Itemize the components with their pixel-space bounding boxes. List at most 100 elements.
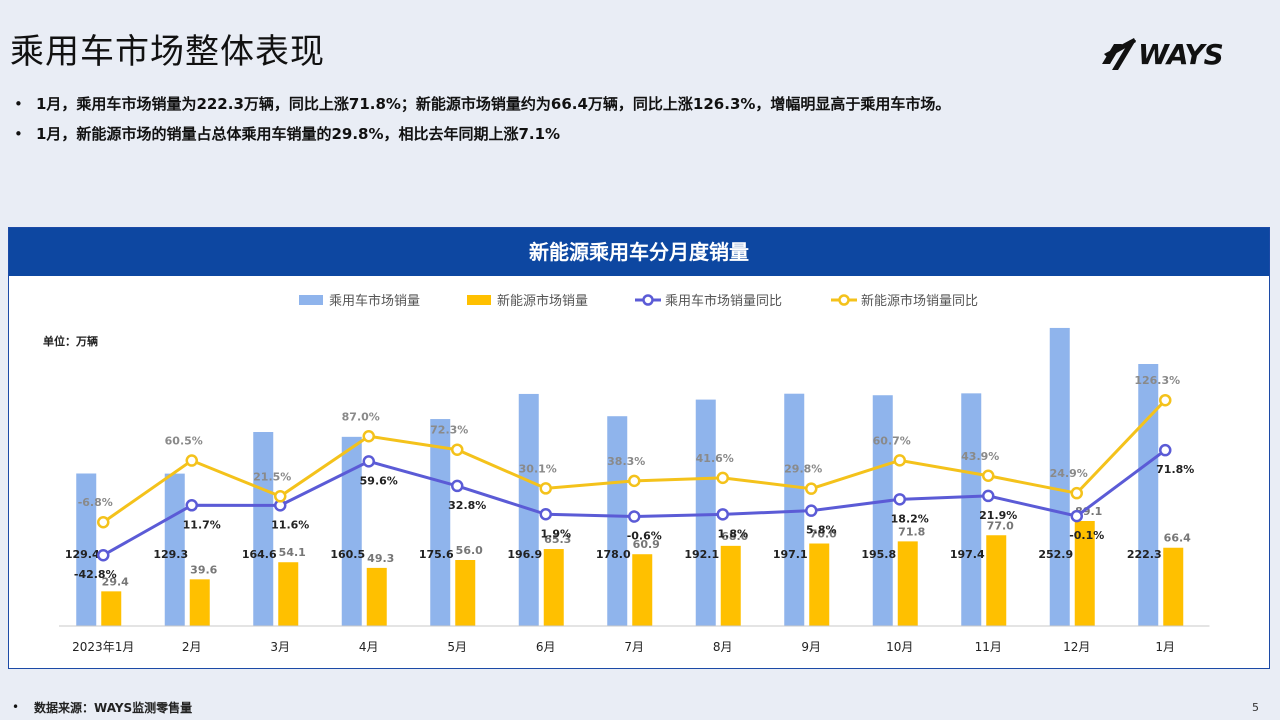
bar-label-passenger-car: 222.3	[1127, 548, 1162, 561]
bar-label-passenger-car: 197.1	[773, 548, 808, 561]
point-nev-yoy	[1070, 486, 1083, 500]
point-passenger-car-yoy	[628, 510, 641, 523]
point-nev-yoy	[539, 482, 552, 495]
label-nev-yoy: 21.5%	[253, 470, 291, 483]
bar-label-passenger-car: 164.6	[242, 548, 277, 561]
bar-label-passenger-car: 129.3	[153, 548, 188, 561]
x-tick-label: 3月	[270, 640, 290, 654]
bullet-text: 1月，乘用车市场销量为222.3万辆，同比上涨71.8%；新能源市场销量约为66…	[36, 95, 951, 113]
bar-passenger-car	[695, 399, 716, 626]
bar-nev	[189, 579, 210, 626]
bar-nev	[278, 562, 299, 626]
bullet-dot: •	[14, 125, 23, 143]
bar-nev	[455, 560, 476, 626]
point-nev-yoy	[362, 430, 375, 443]
label-passenger-car-yoy: 59.6%	[360, 474, 398, 487]
point-passenger-car-yoy	[716, 508, 729, 521]
bar-passenger-car	[1138, 364, 1159, 626]
logo-text: WAYS	[1138, 38, 1224, 71]
label-passenger-car-yoy: 21.9%	[979, 509, 1017, 522]
bar-nev	[897, 541, 918, 626]
point-passenger-car-yoy	[362, 455, 375, 468]
point-passenger-car-yoy	[1159, 443, 1172, 457]
label-nev-yoy: 29.8%	[784, 463, 822, 476]
point-passenger-car-yoy	[185, 499, 198, 512]
bar-label-passenger-car: 196.9	[507, 548, 542, 561]
x-tick-label: 12月	[1063, 640, 1090, 654]
label-passenger-car-yoy: -42.8%	[74, 568, 117, 581]
point-nev-yoy	[805, 482, 818, 495]
bar-passenger-car	[1049, 327, 1070, 626]
label-nev-yoy: 43.9%	[961, 450, 999, 463]
x-tick-label: 5月	[447, 640, 467, 654]
x-tick-label: 4月	[359, 640, 379, 654]
point-nev-yoy	[628, 474, 641, 488]
bar-label-passenger-car: 195.8	[861, 548, 896, 561]
legend-marker	[642, 294, 654, 306]
x-tick-label: 2月	[182, 640, 202, 654]
bullet-item: • 1月，新能源市场的销量占总体乘用车销量的29.8%，相比去年同期上涨7.1%	[14, 122, 1254, 152]
bar-nev	[1074, 520, 1095, 626]
point-passenger-car-yoy	[805, 504, 818, 517]
legend-label: 新能源市场销量同比	[861, 293, 978, 309]
point-nev-yoy	[893, 454, 906, 467]
bar-label-passenger-car: 129.4	[65, 548, 100, 561]
label-passenger-car-yoy: 18.2%	[891, 512, 929, 525]
footer-bullet: •	[12, 700, 20, 714]
bullet-text: 1月，新能源市场的销量占总体乘用车销量的29.8%，相比去年同期上涨7.1%	[36, 125, 561, 143]
bar-passenger-car	[961, 393, 982, 626]
bar-nev	[809, 543, 830, 626]
bar-passenger-car	[607, 416, 628, 626]
chart-panel: 新能源乘用车分月度销量 单位：万辆 乘用车市场销量 新能源市场销量 乘用车市场销量同比…	[8, 227, 1270, 669]
legend-swatch	[467, 295, 491, 305]
bar-nev	[543, 549, 564, 626]
x-tick-label: 1月	[1155, 640, 1175, 654]
point-nev-yoy	[185, 454, 198, 467]
bar-nev	[720, 545, 741, 626]
chart-panel-title: 新能源乘用车分月度销量	[9, 228, 1269, 276]
bar-label-nev: 65.3	[544, 533, 571, 546]
bar-label-nev: 71.8	[898, 525, 925, 538]
bullet-item: • 1月，乘用车市场销量为222.3万辆，同比上涨71.8%；新能源市场销量约为…	[14, 92, 1254, 122]
label-passenger-car-yoy: 11.6%	[271, 518, 309, 531]
bar-label-passenger-car: 160.5	[330, 548, 365, 561]
bar-label-passenger-car: 252.9	[1038, 548, 1073, 561]
point-nev-yoy	[1159, 393, 1172, 407]
x-tick-label: 11月	[975, 640, 1002, 654]
x-tick-label: 8月	[713, 640, 733, 654]
bar-label-nev: 60.9	[633, 538, 660, 551]
bar-nev	[632, 554, 653, 626]
bar-label-nev: 49.3	[367, 552, 394, 565]
data-source-note: 数据来源：WAYS监测零售量	[34, 701, 193, 715]
point-nev-yoy	[451, 443, 464, 456]
label-passenger-car-yoy: 11.7%	[183, 518, 221, 531]
x-tick-label: 6月	[536, 640, 556, 654]
label-passenger-car-yoy: 71.8%	[1156, 463, 1194, 476]
label-passenger-car-yoy: -0.1%	[1069, 529, 1104, 542]
legend-label: 乘用车市场销量	[329, 293, 420, 309]
label-nev-yoy: 126.3%	[1134, 374, 1180, 387]
bar-label-nev: 70.0	[810, 528, 837, 541]
label-nev-yoy: 87.0%	[342, 410, 380, 423]
label-passenger-car-yoy: 1.9%	[540, 527, 571, 540]
bar-nev	[1163, 547, 1184, 626]
label-nev-yoy: 38.3%	[607, 455, 645, 468]
label-nev-yoy: -6.8%	[78, 496, 113, 509]
point-nev-yoy	[716, 471, 729, 485]
bar-nev	[366, 567, 387, 626]
bar-label-nev: 29.4	[102, 575, 129, 588]
bar-label-nev: 39.6	[190, 563, 217, 576]
point-nev-yoy	[97, 515, 110, 529]
point-passenger-car-yoy	[451, 479, 464, 493]
bullet-dot: •	[14, 95, 23, 113]
label-nev-yoy: 30.1%	[519, 462, 557, 475]
ways-logo-icon	[1102, 38, 1136, 70]
x-tick-label: 2023年1月	[72, 640, 134, 654]
combo-chart: 单位：万辆 乘用车市场销量 新能源市场销量 乘用车市场销量同比 新能源市场销量同比 129…	[43, 293, 1210, 654]
bar-passenger-car	[253, 432, 274, 626]
bar-label-passenger-car: 175.6	[419, 548, 454, 561]
bar-label-nev: 68.0	[721, 530, 748, 543]
label-nev-yoy: 72.3%	[430, 424, 468, 437]
x-tick-label: 9月	[801, 640, 821, 654]
bar-passenger-car	[784, 393, 805, 626]
